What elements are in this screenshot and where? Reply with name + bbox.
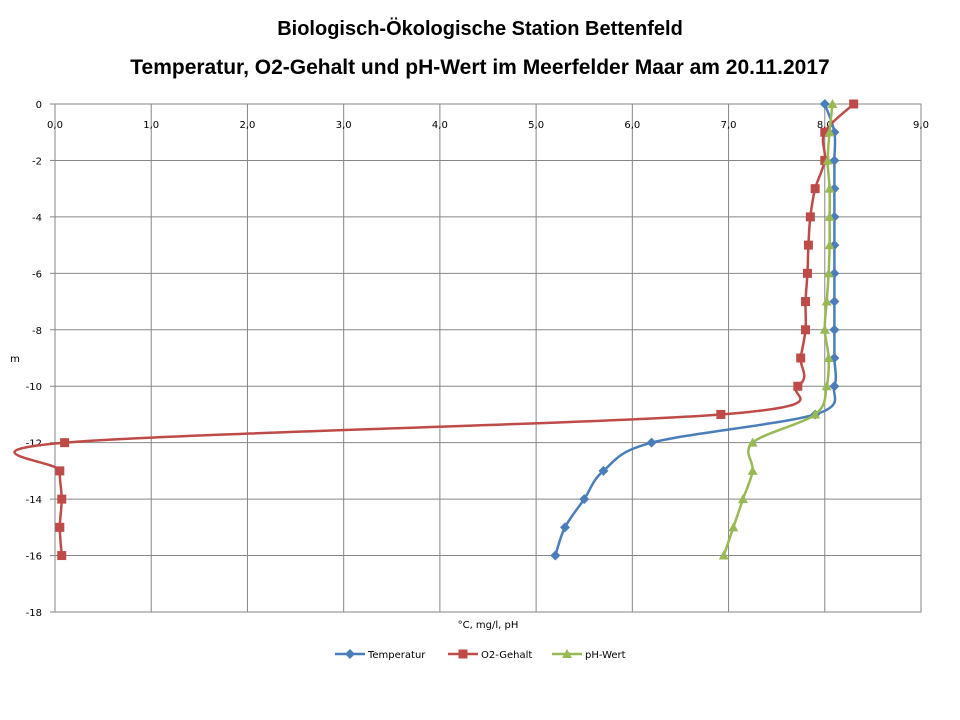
series-line-temperatur (554, 103, 838, 556)
x-tick-label: 3,0 (336, 120, 352, 131)
y-tick-label: -10 (26, 382, 42, 393)
data-point-o2-gehalt (801, 325, 811, 335)
legend-item-temperatur: Temperatur (335, 649, 426, 661)
data-point-temperatur (829, 155, 840, 166)
data-point-temperatur (829, 324, 840, 335)
data-point-o2-gehalt (805, 212, 815, 222)
data-point-ph-wert (823, 353, 834, 362)
y-tick-label: -2 (32, 156, 42, 167)
data-point-temperatur (829, 296, 840, 307)
series-group (13, 99, 859, 561)
data-point-o2-gehalt (57, 494, 67, 504)
data-point-temperatur (819, 99, 830, 109)
data-point-ph-wert (819, 324, 830, 334)
data-point-o2-gehalt (55, 466, 65, 476)
series-o2-gehalt (13, 99, 859, 561)
x-tick-label: 2,0 (239, 120, 255, 131)
y-tick-label: -18 (26, 608, 42, 619)
legend-label-ph-wert: pH-Wert (585, 650, 626, 661)
legend-label-temperatur: Temperatur (367, 650, 426, 661)
y-tick-label: -8 (32, 326, 42, 337)
x-tick-label: 7,0 (721, 120, 737, 131)
x-tick-label: 5,0 (528, 120, 544, 131)
data-point-o2-gehalt (57, 551, 67, 561)
legend-item-o2-gehalt: O2-Gehalt (448, 649, 532, 661)
series-ph-wert (718, 99, 838, 560)
data-point-o2-gehalt (802, 268, 812, 278)
data-point-o2-gehalt (60, 438, 70, 448)
plot-area (54, 103, 922, 613)
legend-marker-temperatur (345, 649, 355, 659)
data-point-o2-gehalt (820, 127, 830, 137)
grid-lines (54, 103, 922, 613)
data-point-ph-wert (822, 155, 833, 165)
data-point-o2-gehalt (55, 522, 65, 532)
data-point-ph-wert (810, 409, 821, 419)
data-point-o2-gehalt (801, 297, 811, 307)
data-point-temperatur (559, 522, 570, 533)
chart-title: Biologisch-Ökologische Station Bettenfel… (277, 18, 683, 40)
data-point-ph-wert (821, 381, 832, 391)
chart-subtitle: Temperatur, O2-Gehalt und pH-Wert im Mee… (130, 56, 830, 79)
legend: Temperatur O2-Gehalt pH-Wert (335, 649, 626, 661)
x-tick-label: 4,0 (432, 120, 448, 131)
data-point-ph-wert (824, 240, 835, 250)
y-axis-ticks: 0 -2 -4 -6 -8 -10 -12 -14 -16 -18 (26, 100, 55, 619)
x-tick-label: 6,0 (624, 120, 640, 131)
x-axis-ticks: 0,0 1,0 2,0 3,0 4,0 5,0 6,0 7,0 8,0 9,0 (47, 120, 929, 131)
data-point-o2-gehalt (716, 409, 726, 419)
data-point-ph-wert (823, 268, 834, 278)
data-point-ph-wert (827, 99, 838, 108)
data-point-temperatur (829, 381, 840, 392)
y-tick-label: -6 (32, 269, 42, 280)
y-tick-label: -12 (26, 439, 42, 450)
x-tick-label: 1,0 (143, 120, 159, 131)
x-tick-label: 9,0 (913, 120, 929, 131)
data-point-ph-wert (747, 465, 758, 475)
y-tick-label: -16 (26, 552, 42, 563)
data-point-ph-wert (747, 437, 758, 447)
data-point-o2-gehalt (803, 240, 813, 250)
data-point-ph-wert (737, 494, 748, 504)
data-point-temperatur (579, 494, 590, 505)
y-axis-label: m (10, 354, 20, 365)
y-tick-label: -14 (26, 495, 42, 506)
x-axis-label: °C, mg/l, pH (458, 620, 519, 631)
data-point-o2-gehalt (810, 184, 820, 194)
legend-marker-o2-gehalt (458, 649, 468, 659)
data-point-ph-wert (824, 127, 835, 137)
x-tick-label: 0,0 (47, 120, 63, 131)
data-point-o2-gehalt (796, 353, 806, 363)
legend-label-o2-gehalt: O2-Gehalt (481, 650, 532, 661)
data-point-ph-wert (728, 522, 739, 532)
data-point-ph-wert (824, 183, 835, 193)
legend-item-ph-wert: pH-Wert (552, 649, 626, 661)
x-tick-label: 8,0 (817, 120, 833, 131)
data-point-temperatur (550, 550, 561, 561)
y-tick-label: -4 (32, 213, 42, 224)
data-point-ph-wert (718, 550, 729, 560)
data-point-temperatur (646, 437, 657, 448)
y-tick-label: 0 (36, 100, 42, 111)
data-point-o2-gehalt (793, 381, 803, 391)
data-point-o2-gehalt (849, 99, 859, 109)
data-point-ph-wert (824, 211, 835, 221)
data-point-o2-gehalt (820, 155, 830, 165)
data-point-ph-wert (821, 296, 832, 306)
legend-marker-ph-wert (562, 649, 572, 658)
data-point-temperatur (598, 465, 609, 476)
